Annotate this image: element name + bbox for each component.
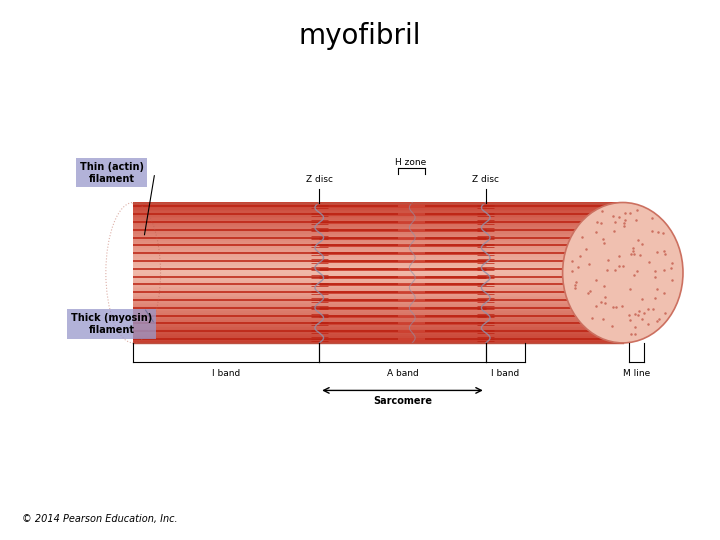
Text: © 2014 Pearson Education, Inc.: © 2014 Pearson Education, Inc. [22, 514, 177, 524]
Bar [133, 341, 623, 343]
Bar [133, 332, 623, 334]
Bar [133, 206, 623, 208]
Bar [133, 218, 623, 220]
Bar [133, 303, 623, 306]
Bar [133, 242, 623, 245]
Bar [133, 207, 623, 210]
Bar [133, 325, 623, 327]
Bar [133, 279, 623, 281]
Bar [133, 327, 623, 329]
Text: Z disc: Z disc [306, 174, 333, 184]
Bar [133, 255, 623, 257]
Text: M line: M line [623, 369, 650, 378]
Bar [133, 307, 623, 309]
Bar [133, 339, 623, 341]
Text: Sarcomere: Sarcomere [373, 396, 432, 406]
Bar [133, 314, 623, 316]
Bar [133, 211, 623, 213]
Bar [133, 221, 623, 224]
Bar [133, 253, 623, 255]
Bar [133, 300, 623, 302]
Bar [133, 292, 623, 294]
Bar [133, 295, 623, 297]
Bar [133, 288, 623, 291]
Text: myofibril: myofibril [299, 22, 421, 50]
Bar [133, 223, 623, 225]
Bar [133, 320, 623, 322]
Bar [133, 271, 623, 273]
Bar [133, 256, 623, 259]
Bar [133, 306, 623, 308]
Bar [133, 235, 623, 238]
Bar [133, 262, 623, 264]
Bar [133, 318, 623, 320]
Bar [133, 267, 623, 269]
Bar [133, 202, 623, 204]
Bar [133, 309, 623, 311]
Bar [133, 244, 623, 246]
Bar [133, 260, 623, 262]
Bar [133, 213, 623, 215]
Bar [133, 233, 623, 236]
Bar [133, 219, 623, 222]
Bar [133, 286, 623, 288]
Bar [133, 246, 623, 248]
Bar [133, 239, 623, 241]
Bar [133, 225, 623, 227]
Bar [133, 302, 623, 304]
Bar [133, 251, 623, 253]
Bar [133, 313, 623, 315]
Bar [133, 316, 623, 319]
Bar [133, 274, 623, 276]
Bar [133, 272, 623, 274]
Bar [133, 265, 623, 267]
Bar [133, 275, 623, 278]
Bar [133, 204, 623, 206]
Text: Z disc: Z disc [472, 174, 499, 184]
Bar [133, 269, 623, 271]
Bar [133, 278, 623, 280]
Bar [133, 285, 623, 287]
Bar [133, 258, 623, 260]
Text: Thick (myosin)
filament: Thick (myosin) filament [71, 313, 152, 335]
Bar [133, 228, 623, 231]
Bar [133, 297, 623, 299]
Bar [133, 241, 623, 243]
Text: H zone: H zone [395, 158, 427, 167]
Bar [133, 311, 623, 313]
Bar [133, 247, 623, 250]
Bar [133, 230, 623, 232]
Text: A band: A band [387, 369, 418, 378]
Bar [133, 264, 623, 266]
Text: I band: I band [212, 369, 240, 378]
Bar [133, 227, 623, 229]
Bar [133, 283, 623, 285]
Bar [133, 330, 623, 332]
Bar [133, 328, 623, 330]
Bar [133, 232, 623, 234]
Bar [133, 293, 623, 295]
Bar [133, 237, 623, 239]
Bar [133, 289, 623, 292]
Bar [133, 321, 623, 323]
Bar [133, 335, 623, 338]
Bar [133, 249, 623, 252]
Bar [133, 334, 623, 336]
Bar [133, 281, 623, 283]
Bar [133, 299, 623, 301]
Text: Thin (actin)
filament: Thin (actin) filament [80, 162, 143, 184]
Ellipse shape [562, 202, 683, 343]
Bar [133, 209, 623, 211]
Bar [133, 216, 623, 218]
Bar [133, 323, 623, 325]
Text: I band: I band [491, 369, 519, 378]
Bar [133, 214, 623, 217]
Bar [133, 337, 623, 340]
